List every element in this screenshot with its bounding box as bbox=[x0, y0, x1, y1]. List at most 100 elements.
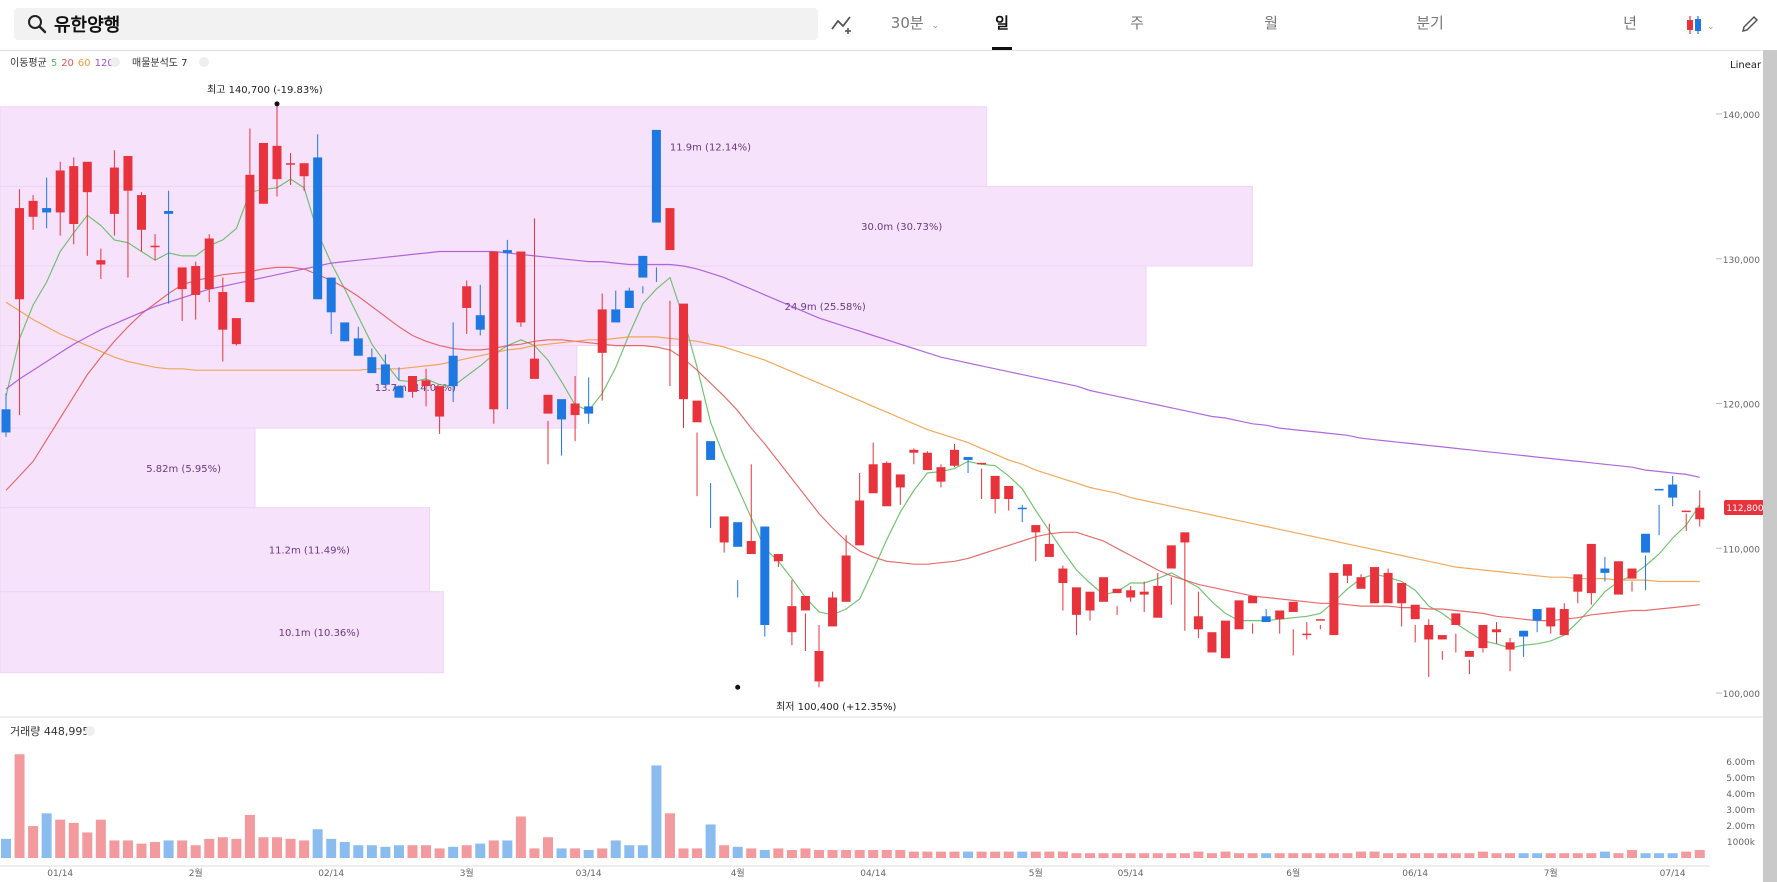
x-tick-label: 01/14 bbox=[47, 869, 73, 879]
volume-bar bbox=[976, 851, 987, 858]
candle-body bbox=[1424, 624, 1434, 640]
volume-bar bbox=[719, 845, 730, 858]
volume-profile-label: 30.0m (30.73%) bbox=[861, 222, 942, 233]
candle-body bbox=[624, 290, 634, 308]
pencil-icon[interactable] bbox=[1740, 14, 1760, 34]
volume-bar bbox=[746, 848, 757, 858]
candle-body bbox=[855, 500, 865, 546]
volume-profile-bar bbox=[0, 507, 431, 593]
interval-select[interactable]: 30분 ⌄ bbox=[885, 0, 945, 50]
volume-bar bbox=[1667, 853, 1678, 858]
candle-body bbox=[814, 651, 824, 682]
volume-bar bbox=[1437, 853, 1448, 858]
volume-bar bbox=[299, 840, 310, 858]
last-price: 112,800 bbox=[1726, 504, 1763, 514]
candle-body bbox=[516, 251, 526, 323]
candle-body bbox=[1397, 582, 1407, 604]
close-ma-icon[interactable] bbox=[110, 57, 120, 67]
close-profile-icon[interactable] bbox=[199, 57, 209, 67]
volume-bar bbox=[1356, 851, 1366, 858]
volume-label: 거래량 448,995 bbox=[10, 725, 89, 738]
search-box[interactable]: 유한양행 bbox=[14, 8, 818, 40]
volume-bar bbox=[1450, 853, 1461, 858]
candle-body bbox=[1288, 601, 1298, 612]
candle-body bbox=[1519, 630, 1529, 637]
volume-bar bbox=[434, 848, 445, 858]
candle-body bbox=[1641, 533, 1651, 553]
candle-body bbox=[1356, 577, 1366, 589]
candle-body bbox=[1044, 543, 1054, 557]
candle-body bbox=[1004, 486, 1014, 500]
candle-body bbox=[922, 452, 932, 471]
volume-bar bbox=[217, 837, 228, 858]
tab-week[interactable]: 주 bbox=[1130, 14, 1144, 32]
volume-bar bbox=[1423, 853, 1434, 858]
volume-bar bbox=[949, 851, 960, 858]
tab-month[interactable]: 월 bbox=[1264, 14, 1278, 32]
volume-bar bbox=[1315, 853, 1326, 858]
tab-quarter[interactable]: 분기 bbox=[1416, 14, 1444, 32]
candle-body bbox=[475, 315, 485, 330]
volume-bar bbox=[1342, 853, 1353, 858]
search-icon[interactable] bbox=[26, 13, 48, 35]
volume-bar bbox=[82, 832, 93, 858]
candle-body bbox=[665, 208, 675, 251]
candle-body bbox=[1342, 564, 1352, 576]
candle-body bbox=[109, 167, 119, 214]
volume-bar bbox=[1491, 853, 1502, 858]
ma5-label: 5 bbox=[51, 58, 57, 69]
line-draw-icon[interactable] bbox=[830, 13, 854, 35]
price-chart[interactable]: 11.9m (12.14%) 30.0m (30.73%) 24.9m (25.58… bbox=[0, 50, 1777, 882]
volume-bar bbox=[55, 819, 66, 858]
candle-body bbox=[1315, 619, 1325, 621]
candle-body bbox=[787, 606, 797, 633]
volume-bar bbox=[678, 848, 689, 858]
volume-bar bbox=[773, 848, 784, 858]
volume-bar bbox=[204, 838, 215, 858]
candle-body bbox=[1071, 587, 1081, 615]
volume-bar bbox=[570, 848, 581, 858]
candle-body bbox=[421, 380, 431, 387]
candle-body bbox=[123, 155, 133, 191]
candle-body bbox=[719, 516, 729, 543]
volume-bar bbox=[651, 765, 662, 858]
volume-bar bbox=[1247, 853, 1258, 858]
candle-body bbox=[570, 403, 580, 416]
close-volume-icon[interactable] bbox=[85, 726, 95, 736]
scale-mode[interactable]: Linear bbox=[1730, 60, 1762, 71]
volume-bar bbox=[1383, 853, 1394, 858]
candle-body bbox=[1180, 532, 1190, 543]
candle-body bbox=[1573, 574, 1583, 592]
volume-profile-bar bbox=[0, 345, 578, 429]
candle-body bbox=[69, 166, 79, 225]
indicator-legend[interactable]: 이동평균 5 20 60 120 매물분석도 7 bbox=[10, 57, 209, 69]
volume-bar bbox=[786, 850, 797, 858]
x-tick-label: 06/14 bbox=[1402, 869, 1428, 879]
candle-body bbox=[1600, 568, 1610, 573]
volume-bar bbox=[624, 845, 635, 858]
volume-bar bbox=[258, 837, 269, 858]
ma-label: 이동평균 bbox=[10, 57, 47, 69]
candle-body bbox=[584, 406, 594, 414]
candle-body bbox=[773, 554, 783, 562]
volume-bar bbox=[1640, 853, 1651, 858]
candle-body bbox=[1017, 507, 1027, 510]
volume-bar bbox=[502, 840, 513, 858]
x-tick-label: 5월 bbox=[1029, 867, 1043, 879]
y-tick-label: 100,000 bbox=[1723, 690, 1760, 700]
candle-body bbox=[611, 309, 621, 323]
candle-body bbox=[1586, 543, 1596, 594]
candle-body bbox=[1681, 510, 1691, 513]
x-tick-label: 07/14 bbox=[1660, 869, 1686, 879]
volume-profile-bar bbox=[0, 185, 1253, 267]
volume-bar bbox=[1, 838, 11, 858]
tab-year[interactable]: 년 bbox=[1623, 14, 1637, 32]
volume-bar bbox=[1518, 853, 1529, 858]
tab-day[interactable]: 일 bbox=[980, 0, 1024, 50]
candle-body bbox=[882, 462, 892, 507]
candlestick-icon[interactable]: ⌄ bbox=[1685, 14, 1717, 36]
volume-bar bbox=[800, 848, 811, 858]
y-tick-label: 120,000 bbox=[1723, 401, 1760, 411]
